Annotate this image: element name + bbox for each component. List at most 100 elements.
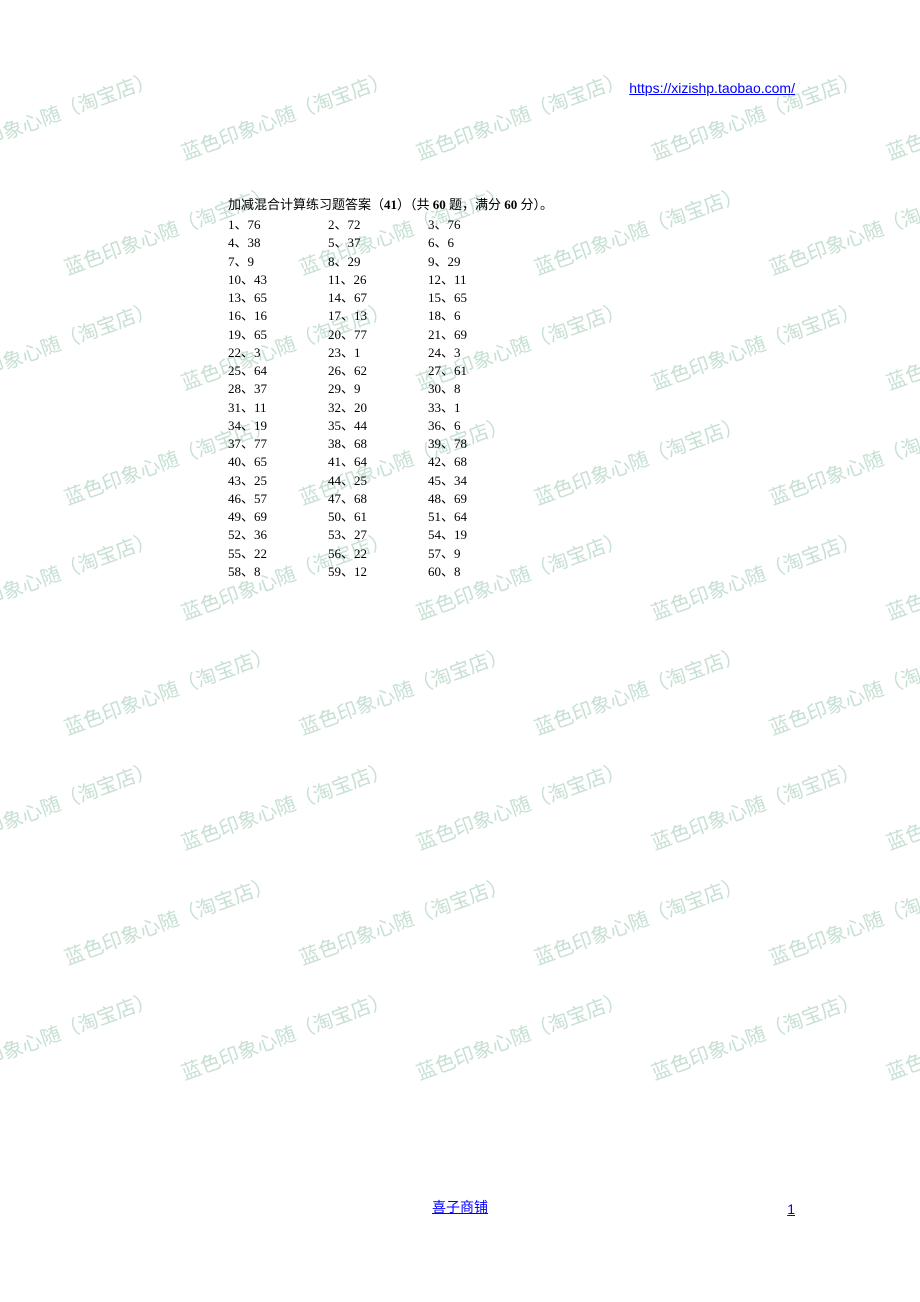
watermark-text: 蓝色印象心随（淘宝店）: [177, 63, 394, 165]
answer-cell: 28、37: [228, 381, 328, 397]
answer-cell: 49、69: [228, 509, 328, 525]
answer-cell: 34、19: [228, 418, 328, 434]
title-mid2: 题，满分: [446, 197, 505, 212]
title-prefix: 加减混合计算练习题答案（: [228, 197, 384, 212]
watermark-text: 蓝色印象心随（淘宝店）: [764, 178, 920, 280]
answer-cell: 46、57: [228, 491, 328, 507]
header-url-link[interactable]: https://xizishp.taobao.com/: [629, 80, 795, 96]
watermark-text: 蓝色印象心随（淘宝店）: [647, 753, 864, 855]
answer-cell: 55、22: [228, 546, 328, 562]
title-question-count: 60: [433, 197, 446, 212]
answer-cell: 8、29: [328, 254, 428, 270]
answer-cell: 47、68: [328, 491, 428, 507]
watermark-text: 蓝色印象心随（淘宝店）: [412, 983, 629, 1085]
answer-cell: 4、38: [228, 235, 328, 251]
answer-cell: 29、9: [328, 381, 428, 397]
watermark-text: 蓝色印象心随（淘宝店）: [529, 178, 746, 280]
answer-cell: 40、65: [228, 454, 328, 470]
watermark-text: 蓝色印象心随（淘宝店）: [59, 868, 276, 970]
footer-shop-link[interactable]: 喜子商铺: [432, 1197, 488, 1217]
watermark-text: 蓝色印象心随（淘宝店）: [177, 983, 394, 1085]
answer-cell: 3、76: [428, 217, 528, 233]
watermark-text: 蓝色印象心随（淘宝店）: [294, 638, 511, 740]
title-number: 41: [384, 197, 397, 212]
answer-cell: 50、61: [328, 509, 428, 525]
answer-cell: 20、77: [328, 327, 428, 343]
watermark-text: 蓝色印象心随（淘宝店）: [177, 753, 394, 855]
answer-cell: 7、9: [228, 254, 328, 270]
watermark-text: 蓝色印象心随（淘宝店）: [882, 523, 920, 625]
answer-cell: 31、11: [228, 400, 328, 416]
answer-cell: 10、43: [228, 272, 328, 288]
watermark-text: 蓝色印象心随（淘宝店）: [647, 293, 864, 395]
answer-cell: 22、3: [228, 345, 328, 361]
answer-cell: 11、26: [328, 272, 428, 288]
answer-cell: 43、25: [228, 473, 328, 489]
document-title: 加减混合计算练习题答案（41）（共 60 题，满分 60 分）。: [228, 194, 553, 213]
answer-cell: 17、13: [328, 308, 428, 324]
watermark-text: 蓝色印象心随（淘宝店）: [529, 638, 746, 740]
watermark-text: 蓝色印象心随（淘宝店）: [0, 293, 158, 395]
answer-cell: 54、19: [428, 527, 528, 543]
answer-cell: 48、69: [428, 491, 528, 507]
answer-cell: 9、29: [428, 254, 528, 270]
answer-cell: 38、68: [328, 436, 428, 452]
answer-cell: 42、68: [428, 454, 528, 470]
answer-cell: 53、27: [328, 527, 428, 543]
watermark-text: 蓝色印象心随（淘宝店）: [0, 63, 158, 165]
watermark-text: 蓝色印象心随（淘宝店）: [59, 638, 276, 740]
watermark-text: 蓝色印象心随（淘宝店）: [0, 523, 158, 625]
answer-cell: 30、8: [428, 381, 528, 397]
title-mid: ）（共: [397, 197, 433, 212]
answer-cell: 58、8: [228, 564, 328, 580]
answer-cell: 15、65: [428, 290, 528, 306]
answer-cell: 2、72: [328, 217, 428, 233]
answer-cell: 56、22: [328, 546, 428, 562]
watermark-text: 蓝色印象心随（淘宝店）: [529, 408, 746, 510]
watermark-text: 蓝色印象心随（淘宝店）: [294, 868, 511, 970]
answer-cell: 36、6: [428, 418, 528, 434]
watermark-text: 蓝色印象心随（淘宝店）: [882, 753, 920, 855]
watermark-text: 蓝色印象心随（淘宝店）: [882, 293, 920, 395]
answer-cell: 12、11: [428, 272, 528, 288]
watermark-text: 蓝色印象心随（淘宝店）: [764, 868, 920, 970]
answer-cell: 23、1: [328, 345, 428, 361]
answer-cell: 37、77: [228, 436, 328, 452]
document-content: 加减混合计算练习题答案（41）（共 60 题，满分 60 分）。 1、762、7…: [228, 194, 553, 580]
answer-cell: 26、62: [328, 363, 428, 379]
answer-cell: 35、44: [328, 418, 428, 434]
answer-cell: 1、76: [228, 217, 328, 233]
watermark-text: 蓝色印象心随（淘宝店）: [647, 983, 864, 1085]
answer-cell: 24、3: [428, 345, 528, 361]
page-number: 1: [787, 1201, 795, 1217]
answer-cell: 13、65: [228, 290, 328, 306]
title-score: 60: [504, 197, 517, 212]
answer-cell: 32、20: [328, 400, 428, 416]
answer-cell: 5、37: [328, 235, 428, 251]
watermark-text: 蓝色印象心随（淘宝店）: [0, 983, 158, 1085]
answer-grid: 1、762、723、764、385、376、67、98、299、2910、431…: [228, 217, 553, 580]
watermark-text: 蓝色印象心随（淘宝店）: [647, 63, 864, 165]
watermark-text: 蓝色印象心随（淘宝店）: [882, 63, 920, 165]
answer-cell: 16、16: [228, 308, 328, 324]
answer-cell: 45、34: [428, 473, 528, 489]
watermark-text: 蓝色印象心随（淘宝店）: [412, 63, 629, 165]
answer-cell: 19、65: [228, 327, 328, 343]
answer-cell: 33、1: [428, 400, 528, 416]
watermark-text: 蓝色印象心随（淘宝店）: [647, 523, 864, 625]
answer-cell: 39、78: [428, 436, 528, 452]
answer-cell: 14、67: [328, 290, 428, 306]
answer-cell: 57、9: [428, 546, 528, 562]
answer-cell: 27、61: [428, 363, 528, 379]
answer-cell: 51、64: [428, 509, 528, 525]
answer-cell: 41、64: [328, 454, 428, 470]
watermark-text: 蓝色印象心随（淘宝店）: [764, 408, 920, 510]
answer-cell: 44、25: [328, 473, 428, 489]
watermark-text: 蓝色印象心随（淘宝店）: [0, 753, 158, 855]
title-suffix: 分）。: [517, 197, 553, 212]
answer-cell: 21、69: [428, 327, 528, 343]
watermark-text: 蓝色印象心随（淘宝店）: [529, 868, 746, 970]
watermark-text: 蓝色印象心随（淘宝店）: [764, 638, 920, 740]
watermark-text: 蓝色印象心随（淘宝店）: [412, 753, 629, 855]
answer-cell: 59、12: [328, 564, 428, 580]
